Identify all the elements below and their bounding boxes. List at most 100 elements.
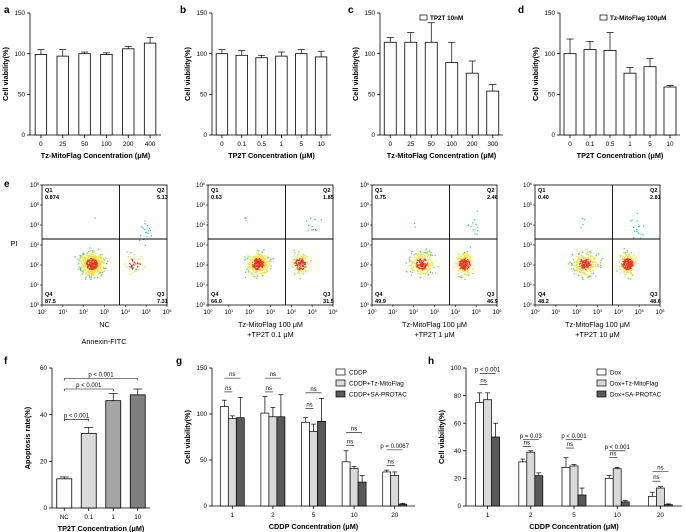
event-point bbox=[253, 266, 255, 268]
event-point bbox=[83, 257, 86, 259]
x-tick-label: 10 bbox=[614, 512, 622, 519]
bar-CDDP+SA-PROTAC bbox=[398, 503, 408, 507]
x-tick-label: 100 bbox=[101, 141, 112, 148]
quadrant-q3-name: Q3 bbox=[323, 292, 330, 298]
event-point bbox=[102, 261, 104, 263]
event-point bbox=[262, 260, 264, 263]
event-point bbox=[255, 253, 257, 255]
bar-CDDP bbox=[341, 461, 351, 507]
event-point bbox=[458, 257, 460, 260]
event-point bbox=[93, 250, 95, 252]
event-point bbox=[466, 262, 468, 264]
event-point bbox=[292, 265, 294, 267]
event-point bbox=[88, 274, 90, 276]
event-point bbox=[259, 259, 261, 262]
panel-label-b: b bbox=[180, 5, 186, 16]
event-point bbox=[85, 271, 88, 273]
event-point bbox=[98, 270, 100, 272]
y-tick-label: 50 bbox=[548, 92, 556, 99]
x-tick-label: 101 bbox=[58, 309, 67, 316]
event-point bbox=[259, 258, 261, 260]
event-point bbox=[585, 252, 587, 254]
significance-label: ns bbox=[388, 460, 394, 466]
event-point bbox=[245, 220, 247, 222]
y-tick-label: 102 bbox=[30, 262, 39, 269]
event-point bbox=[93, 268, 95, 270]
bar-Dox+SA-PROTAC bbox=[577, 494, 587, 507]
quadrant-q1-value: 0.874 bbox=[45, 195, 60, 201]
event-point bbox=[303, 263, 306, 265]
x-tick-label: 0 bbox=[220, 141, 224, 148]
event-point bbox=[262, 265, 264, 267]
event-point bbox=[91, 260, 93, 262]
event-point bbox=[628, 270, 630, 272]
event-point bbox=[266, 258, 268, 261]
event-point bbox=[470, 225, 472, 228]
event-point bbox=[150, 235, 153, 237]
event-point bbox=[90, 263, 93, 265]
y-tick-label: 100 bbox=[30, 302, 39, 309]
event-point bbox=[311, 225, 313, 228]
event-point bbox=[409, 271, 412, 273]
event-point bbox=[255, 258, 257, 261]
event-point bbox=[411, 250, 413, 253]
event-point bbox=[307, 256, 309, 258]
event-point bbox=[91, 267, 93, 269]
event-point bbox=[458, 276, 460, 278]
event-point bbox=[631, 274, 633, 276]
event-point bbox=[253, 276, 255, 278]
event-point bbox=[306, 256, 308, 258]
event-point bbox=[426, 271, 429, 273]
event-point bbox=[96, 265, 98, 267]
bar-CDDP+Tz-MitoFlag bbox=[268, 416, 278, 507]
event-point bbox=[102, 258, 105, 260]
event-point bbox=[569, 261, 571, 263]
event-point bbox=[460, 264, 462, 266]
event-point bbox=[264, 265, 266, 268]
event-point bbox=[137, 266, 139, 268]
event-point bbox=[625, 255, 628, 257]
event-point bbox=[137, 263, 139, 265]
event-point bbox=[629, 262, 631, 264]
event-point bbox=[256, 268, 259, 270]
event-point bbox=[256, 261, 258, 263]
x-tick-label: 10 bbox=[351, 512, 359, 519]
event-point bbox=[421, 263, 423, 265]
x-tick-label: 0 bbox=[568, 141, 572, 148]
event-point bbox=[627, 262, 629, 265]
event-point bbox=[432, 272, 434, 274]
event-point bbox=[144, 223, 146, 225]
event-point bbox=[426, 253, 428, 255]
event-point bbox=[96, 265, 98, 268]
event-point bbox=[301, 257, 304, 259]
x-tick-exponent: 2 bbox=[86, 309, 88, 313]
bar bbox=[383, 41, 397, 136]
event-point bbox=[585, 259, 588, 261]
event-point bbox=[260, 264, 262, 266]
event-point bbox=[250, 267, 253, 269]
x-tick-label: 5 bbox=[572, 512, 576, 519]
event-point bbox=[578, 266, 580, 268]
event-point bbox=[583, 267, 585, 269]
event-point bbox=[466, 274, 468, 276]
event-point bbox=[92, 258, 94, 260]
event-point bbox=[95, 260, 97, 262]
bar-Dox bbox=[648, 495, 657, 507]
event-point bbox=[633, 266, 635, 268]
event-point bbox=[474, 233, 476, 235]
event-point bbox=[88, 272, 90, 274]
event-point bbox=[631, 258, 633, 260]
event-point bbox=[83, 259, 85, 262]
event-point bbox=[302, 273, 305, 275]
event-point bbox=[254, 257, 256, 259]
significance-label: ns bbox=[524, 441, 530, 447]
event-point bbox=[97, 270, 99, 273]
event-point bbox=[79, 257, 81, 259]
event-point bbox=[462, 259, 464, 261]
event-point bbox=[582, 264, 584, 266]
event-point bbox=[429, 264, 431, 266]
event-point bbox=[412, 266, 414, 268]
event-point bbox=[457, 264, 460, 266]
event-point bbox=[574, 265, 577, 267]
